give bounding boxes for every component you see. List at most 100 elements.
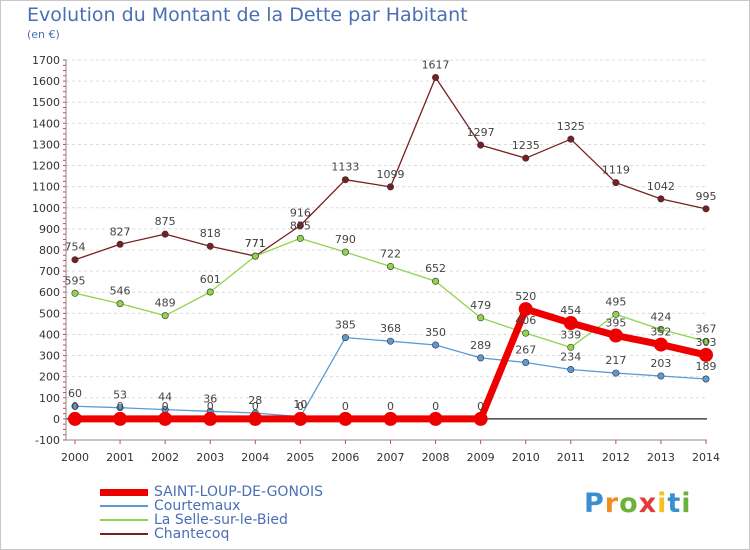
series-point (522, 359, 530, 367)
data-label: 10 (293, 398, 307, 411)
series-point (702, 337, 710, 345)
series-point (657, 195, 665, 203)
series-point (68, 411, 82, 426)
data-label: 0 (162, 400, 169, 413)
data-label: 217 (605, 354, 626, 367)
data-label: 0 (342, 400, 349, 413)
logo-letter: t (667, 488, 682, 519)
y-tick-label: 1200 (32, 160, 60, 173)
data-label: 495 (605, 295, 626, 308)
proxiti-logo: Proxiti (584, 488, 692, 519)
series-point (161, 312, 169, 320)
series-point (612, 369, 620, 377)
x-tick-label: 2006 (331, 451, 359, 464)
data-label: 916 (290, 207, 311, 220)
legend-swatch (100, 489, 148, 496)
data-label: 652 (425, 262, 446, 275)
data-label: 1297 (467, 126, 495, 139)
series-point (428, 411, 443, 426)
data-label: 0 (207, 400, 214, 413)
y-tick-label: 1700 (32, 54, 60, 67)
data-label: 385 (335, 319, 356, 332)
data-label: 771 (245, 237, 266, 250)
series-point (477, 141, 485, 149)
x-tick-label: 2014 (692, 451, 720, 464)
x-tick-label: 2004 (241, 451, 269, 464)
data-label: 289 (470, 339, 491, 352)
logo-letter: P (584, 488, 605, 519)
data-label: 267 (515, 344, 536, 357)
chart-title: Evolution du Montant de la Dette par Hab… (27, 4, 468, 26)
data-label: 454 (560, 304, 581, 317)
y-tick-label: 1100 (32, 181, 60, 194)
data-label: 771 (245, 237, 266, 250)
y-tick-label: 800 (39, 244, 60, 257)
x-tick-label: 2005 (286, 451, 314, 464)
series-point (657, 325, 665, 333)
data-label: 754 (65, 241, 86, 254)
data-label: 1133 (331, 161, 359, 174)
series-point (341, 248, 349, 256)
data-label: 995 (696, 190, 717, 203)
chart-subtitle: (en €) (27, 28, 60, 41)
data-label: 53 (113, 389, 127, 402)
legend-swatch (100, 505, 148, 507)
data-label: 0 (72, 400, 79, 413)
series-point (657, 372, 665, 380)
series-point (251, 252, 259, 260)
x-tick-label: 2002 (151, 451, 179, 464)
x-tick-label: 2003 (196, 451, 224, 464)
data-label: 28 (248, 394, 262, 407)
data-label: 368 (380, 322, 401, 335)
x-tick-label: 2011 (557, 451, 585, 464)
data-label: 818 (200, 227, 221, 240)
data-label: 0 (387, 400, 394, 413)
logo-letter: x (638, 488, 658, 519)
legend-swatch (100, 519, 148, 521)
x-tick-label: 2012 (602, 451, 630, 464)
data-label: 855 (290, 219, 311, 232)
data-label: 520 (515, 290, 536, 303)
series-point (113, 411, 128, 426)
series-point (386, 183, 394, 191)
series-point (158, 411, 173, 426)
y-tick-label: 200 (39, 371, 60, 384)
y-tick-label: 1500 (32, 96, 60, 109)
series-point (338, 411, 353, 426)
series-point (567, 365, 575, 373)
data-label: 790 (335, 233, 356, 246)
legend-swatch (100, 533, 148, 535)
logo-letter: r (604, 488, 620, 519)
data-label: 1119 (602, 164, 630, 177)
series-point (383, 411, 398, 426)
y-tick-label: 100 (39, 392, 60, 405)
data-label: 339 (560, 328, 581, 341)
data-label: 0 (252, 400, 259, 413)
data-label: 303 (696, 336, 717, 349)
series-point (608, 328, 623, 343)
series-point (612, 179, 620, 187)
data-label: 36 (203, 392, 217, 405)
data-label: 203 (650, 357, 671, 370)
series-point (653, 337, 668, 352)
y-tick-label: 0 (53, 413, 60, 426)
data-label: 601 (200, 273, 221, 286)
data-label: 44 (158, 391, 172, 404)
series-point (612, 310, 620, 318)
data-label: 479 (470, 299, 491, 312)
series-point (522, 154, 530, 162)
series-point (293, 411, 308, 426)
series-point (386, 262, 394, 270)
logo-letter: o (619, 488, 639, 519)
x-tick-label: 2009 (467, 451, 495, 464)
y-tick-label: 700 (39, 265, 60, 278)
series-point (71, 256, 79, 264)
series-point (477, 354, 485, 362)
series-point (477, 314, 485, 322)
legend-label: Courtemaux (154, 498, 241, 514)
series-point (432, 277, 440, 285)
series-point (567, 135, 575, 143)
series-point (116, 300, 124, 308)
y-tick-label: 1400 (32, 117, 60, 130)
series-point (702, 205, 710, 213)
